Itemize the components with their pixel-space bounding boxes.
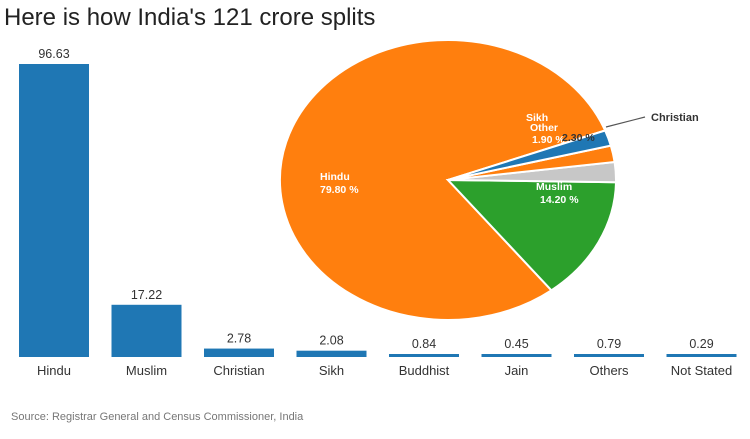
- bar-category-others: Others: [589, 363, 629, 378]
- christian-callout-line: [605, 116, 646, 128]
- bar-category-sikh: Sikh: [319, 363, 344, 378]
- bar-sikh: [296, 350, 367, 357]
- pie-name-hindu: Hindu: [320, 171, 350, 183]
- bar-others: [574, 354, 644, 357]
- bar-value-sikh: 2.08: [319, 334, 343, 348]
- pie-value-muslim: 14.20 %: [540, 194, 579, 206]
- bar-value-not-stated: 0.29: [689, 337, 713, 351]
- pie-value-christian: 2.30 %: [562, 132, 595, 144]
- bar-value-buddhist: 0.84: [412, 337, 436, 351]
- bar-christian: [204, 348, 274, 357]
- pie-name-sikh: Sikh: [526, 112, 548, 124]
- bar-not-stated: [666, 354, 737, 357]
- bar-value-others: 0.79: [597, 337, 621, 351]
- bar-jain: [481, 354, 552, 357]
- pie-slice-hindu: [278, 39, 607, 321]
- bar-chart: 96.63 Hindu 17.22 Muslim 2.78 Christian 2.08 Si…: [19, 47, 737, 378]
- christian-callout-label: Christian: [651, 112, 699, 124]
- pie-name-muslim: Muslim: [536, 181, 572, 193]
- bar-hindu: [19, 64, 89, 357]
- bar-category-jain: Jain: [505, 363, 529, 378]
- bar-category-hindu: Hindu: [37, 363, 71, 378]
- source-note: Source: Registrar General and Census Com…: [11, 411, 304, 423]
- bar-category-buddhist: Buddhist: [399, 363, 450, 378]
- bar-category-christian: Christian: [213, 363, 264, 378]
- bar-category-muslim: Muslim: [126, 363, 167, 378]
- bar-buddhist: [389, 354, 459, 357]
- bar-value-jain: 0.45: [504, 337, 528, 351]
- bar-muslim: [111, 304, 182, 357]
- chart-title: Here is how India's 121 crore splits: [4, 4, 376, 31]
- bar-value-hindu: 96.63: [38, 47, 69, 61]
- pie-name-other: Other: [530, 122, 558, 134]
- pie-value-hindu: 79.80 %: [320, 184, 359, 196]
- bar-value-christian: 2.78: [227, 332, 251, 346]
- pie-slice-muslim: [445, 178, 618, 292]
- bar-category-not-stated: Not Stated: [671, 363, 732, 378]
- pie-slice-sikh: [447, 129, 613, 181]
- pie-value-other: 1.90 %: [532, 134, 565, 146]
- bar-value-muslim: 17.22: [131, 288, 162, 302]
